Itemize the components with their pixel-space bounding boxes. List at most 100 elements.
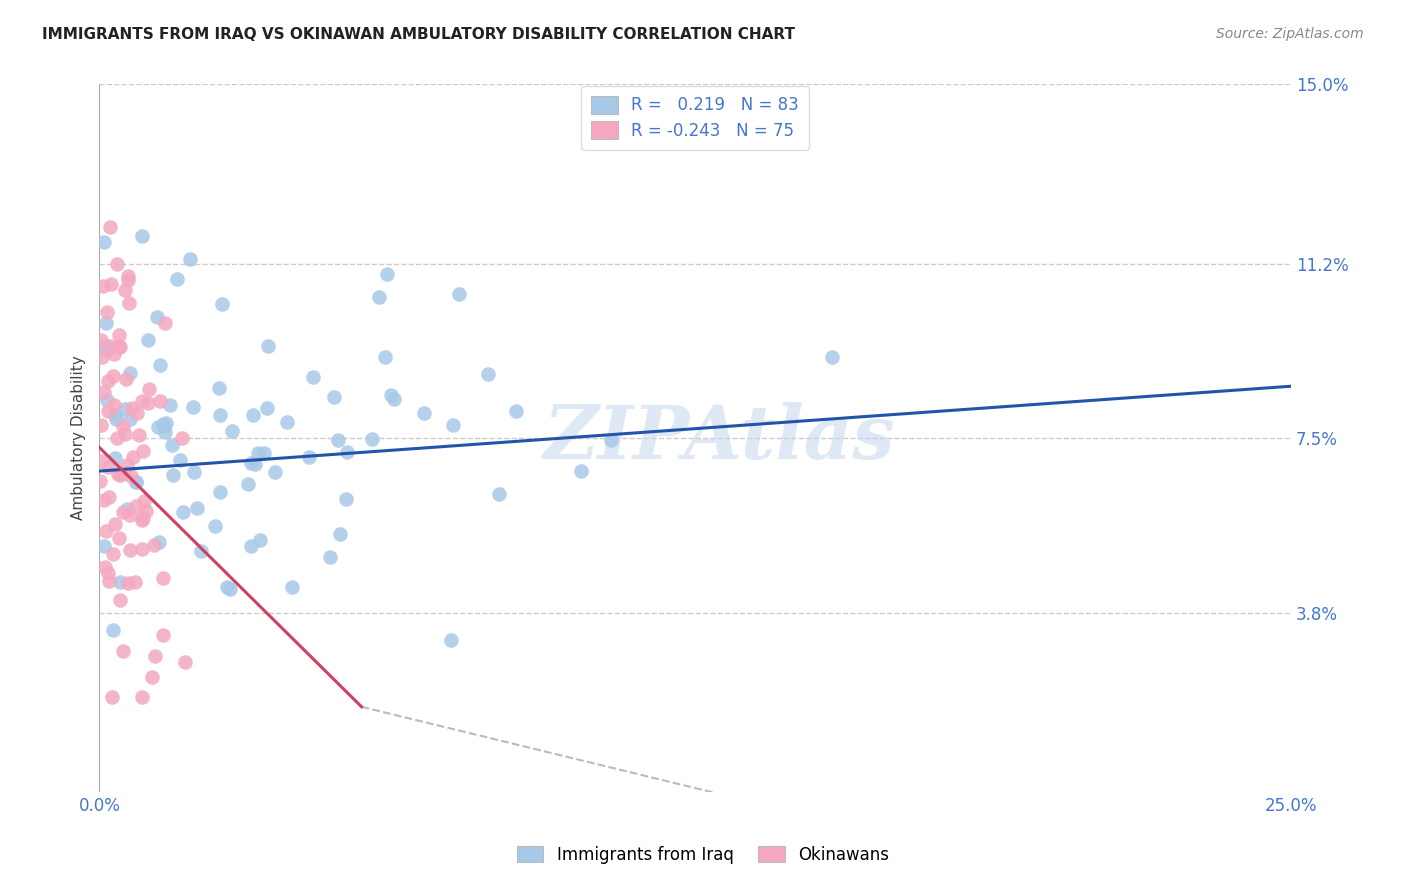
Point xyxy=(111,418,134,433)
Point xyxy=(108,339,131,353)
Point xyxy=(125,499,148,513)
Point xyxy=(211,297,233,311)
Point xyxy=(91,350,114,364)
Text: Source: ZipAtlas.com: Source: ZipAtlas.com xyxy=(1216,27,1364,41)
Point xyxy=(94,316,117,330)
Point xyxy=(135,504,157,518)
Point xyxy=(117,273,139,287)
Point xyxy=(382,392,405,407)
Point xyxy=(240,540,263,554)
Point xyxy=(122,450,145,465)
Point xyxy=(238,477,260,491)
Point xyxy=(104,412,127,426)
Point xyxy=(101,547,124,561)
Point xyxy=(115,458,138,472)
Point xyxy=(172,505,194,519)
Point xyxy=(246,446,269,460)
Point xyxy=(326,433,349,447)
Point xyxy=(97,404,120,418)
Point xyxy=(124,574,146,589)
Point xyxy=(97,374,120,388)
Point xyxy=(131,512,153,526)
Point xyxy=(256,401,278,415)
Point xyxy=(152,418,174,433)
Point xyxy=(121,401,143,415)
Point xyxy=(114,283,136,297)
Point xyxy=(93,492,115,507)
Point xyxy=(100,277,122,291)
Point xyxy=(149,393,172,408)
Point xyxy=(215,581,238,595)
Point xyxy=(94,524,117,538)
Point xyxy=(93,235,115,249)
Point xyxy=(219,582,242,596)
Point xyxy=(152,417,174,431)
Point xyxy=(152,628,174,642)
Point xyxy=(160,438,183,452)
Point xyxy=(131,393,153,408)
Point xyxy=(118,543,141,558)
Legend: R =   0.219   N = 83, R = -0.243   N = 75: R = 0.219 N = 83, R = -0.243 N = 75 xyxy=(582,86,810,150)
Point xyxy=(249,533,271,547)
Point xyxy=(101,368,124,383)
Point xyxy=(117,268,139,283)
Point xyxy=(103,623,125,637)
Point xyxy=(240,456,263,470)
Point xyxy=(204,519,226,533)
Point xyxy=(143,649,166,664)
Point xyxy=(96,343,118,358)
Point xyxy=(93,539,115,553)
Point xyxy=(131,690,153,705)
Point xyxy=(89,474,111,488)
Point xyxy=(136,396,159,410)
Point xyxy=(118,366,141,380)
Point xyxy=(181,401,204,415)
Point xyxy=(125,475,148,489)
Point xyxy=(127,406,149,420)
Point xyxy=(146,419,169,434)
Point xyxy=(186,501,208,516)
Point xyxy=(108,592,131,607)
Point xyxy=(100,690,122,705)
Point xyxy=(263,465,285,479)
Point xyxy=(166,272,188,286)
Point xyxy=(108,531,131,545)
Text: IMMIGRANTS FROM IRAQ VS OKINAWAN AMBULATORY DISABILITY CORRELATION CHART: IMMIGRANTS FROM IRAQ VS OKINAWAN AMBULAT… xyxy=(42,27,796,42)
Point xyxy=(569,464,592,478)
Point xyxy=(505,403,527,417)
Point xyxy=(152,571,174,585)
Point xyxy=(319,549,342,564)
Point xyxy=(190,543,212,558)
Point xyxy=(97,490,120,504)
Point xyxy=(159,398,181,412)
Point xyxy=(136,333,159,347)
Point xyxy=(108,575,131,590)
Point xyxy=(97,459,120,474)
Point xyxy=(153,316,176,330)
Point xyxy=(94,559,117,574)
Point xyxy=(439,632,461,647)
Point xyxy=(98,574,121,588)
Point xyxy=(105,257,128,271)
Point xyxy=(174,655,197,669)
Point xyxy=(131,542,153,557)
Point xyxy=(375,267,398,281)
Point xyxy=(103,346,125,360)
Point xyxy=(114,426,136,441)
Point xyxy=(412,406,434,420)
Point xyxy=(132,444,155,458)
Point xyxy=(120,468,142,483)
Point xyxy=(108,468,131,483)
Point xyxy=(112,467,135,481)
Point xyxy=(110,340,132,354)
Point xyxy=(298,450,321,464)
Point xyxy=(302,370,325,384)
Point xyxy=(477,367,499,381)
Point xyxy=(243,458,266,472)
Point xyxy=(208,485,231,500)
Point xyxy=(242,408,264,422)
Point xyxy=(600,433,623,447)
Point xyxy=(221,424,243,438)
Point xyxy=(114,402,136,417)
Point xyxy=(361,432,384,446)
